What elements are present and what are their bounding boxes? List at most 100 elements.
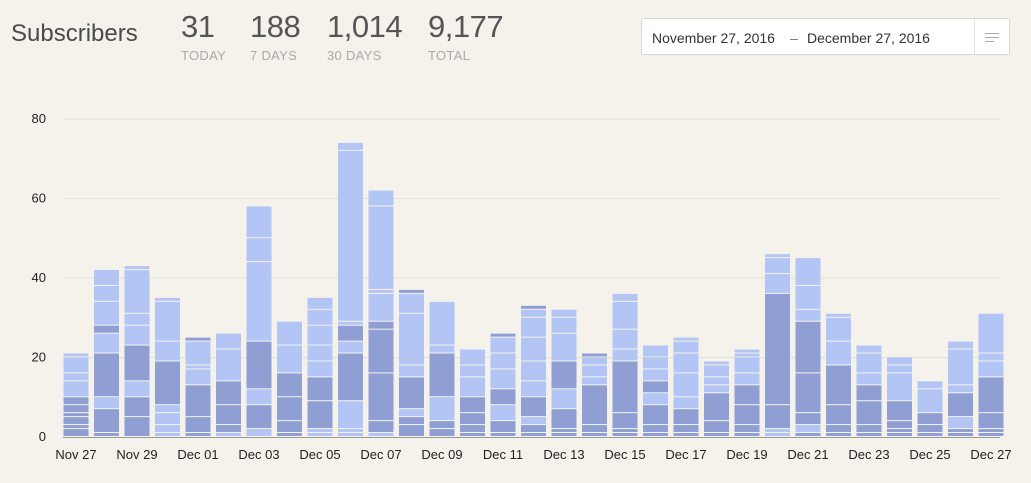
bar-segment[interactable] [338,142,363,150]
bar-segment[interactable] [246,238,272,262]
bar-segment[interactable] [216,333,241,349]
bar-segment[interactable] [826,317,851,341]
bar-segment[interactable] [490,389,516,405]
bar-segment[interactable] [887,365,912,373]
bar-segment[interactable] [307,429,333,433]
bar-segment[interactable] [368,206,394,289]
bar-segment[interactable] [673,425,699,433]
bar-segment[interactable] [978,413,1004,429]
bar-segment[interactable] [368,329,394,373]
bar-segment[interactable] [94,285,119,301]
bar-segment[interactable] [216,349,241,381]
bar-segment[interactable] [338,429,363,433]
bar-segment[interactable] [490,333,516,337]
bar-segment[interactable] [63,373,89,381]
bar-segment[interactable] [460,433,485,436]
bar-segment[interactable] [63,425,89,429]
bar-segment[interactable] [643,381,668,393]
bar-segment[interactable] [643,369,668,381]
bar-segment[interactable] [917,389,943,413]
bar-segment[interactable] [521,417,546,425]
bar-segment[interactable] [887,401,912,421]
bar-segment[interactable] [277,433,302,436]
bar-segment[interactable] [948,417,973,429]
bar-segment[interactable] [307,345,333,361]
bar-segment[interactable] [63,357,89,373]
bar-segment[interactable] [856,385,882,401]
bar-segment[interactable] [643,433,668,436]
bar-segment[interactable] [124,381,150,397]
date-range-end[interactable]: December 27, 2016 [807,30,930,46]
bar-segment[interactable] [368,373,394,421]
bar-segment[interactable] [826,365,851,405]
bar-segment[interactable] [307,297,333,309]
bar-segment[interactable] [94,409,119,433]
bar-segment[interactable] [307,433,333,436]
bar-segment[interactable] [765,429,790,433]
bar-segment[interactable] [673,341,699,353]
bar-segment[interactable] [307,325,333,345]
bar-segment[interactable] [216,425,241,433]
bar-segment[interactable] [368,289,394,293]
bar-segment[interactable] [917,413,943,425]
bar-segment[interactable] [765,433,790,436]
bar-segment[interactable] [368,321,394,329]
bar-segment[interactable] [582,357,607,365]
bar-segment[interactable] [673,337,699,341]
bar-segment[interactable] [856,433,882,436]
bar-segment[interactable] [551,309,577,317]
bar-segment[interactable] [795,309,821,321]
bar-segment[interactable] [94,353,119,397]
bar-segment[interactable] [185,337,211,341]
bar-segment[interactable] [155,405,180,413]
bar-segment[interactable] [521,361,546,381]
bar-segment[interactable] [551,429,577,433]
bar-segment[interactable] [307,401,333,429]
bar-segment[interactable] [94,325,119,333]
bar-segment[interactable] [124,313,150,325]
bar-segment[interactable] [429,429,455,436]
bar-segment[interactable] [399,289,424,293]
bar-segment[interactable] [429,353,455,397]
bar-segment[interactable] [429,301,455,345]
bar-segment[interactable] [521,397,546,417]
bar-segment[interactable] [704,393,729,421]
bar-segment[interactable] [734,373,760,385]
bar-segment[interactable] [612,429,638,433]
bar-segment[interactable] [582,425,607,433]
bar-segment[interactable] [856,425,882,433]
bar-segment[interactable] [185,365,211,369]
bar-segment[interactable] [399,313,424,365]
bar-segment[interactable] [185,341,211,365]
bar-segment[interactable] [582,385,607,425]
bar-segment[interactable] [63,397,89,405]
bar-segment[interactable] [338,321,363,325]
bar-segment[interactable] [63,413,89,417]
bar-segment[interactable] [155,301,180,341]
bar-segment[interactable] [795,425,821,433]
bar-segment[interactable] [856,353,882,373]
bar-segment[interactable] [246,389,272,405]
bar-segment[interactable] [307,309,333,325]
bar-segment[interactable] [63,417,89,425]
bar-segment[interactable] [795,321,821,373]
bar-segment[interactable] [826,425,851,433]
bar-segment[interactable] [521,425,546,433]
bar-segment[interactable] [887,421,912,429]
bar-segment[interactable] [368,433,394,436]
bar-segment[interactable] [978,353,1004,361]
bar-segment[interactable] [94,270,119,285]
bar-segment[interactable] [155,297,180,301]
bar-segment[interactable] [185,385,211,417]
bar-segment[interactable] [124,417,150,436]
bar-segment[interactable] [917,425,943,433]
bar-segment[interactable] [734,425,760,433]
bar-segment[interactable] [521,433,546,436]
bar-segment[interactable] [490,353,516,369]
bar-segment[interactable] [521,317,546,337]
bar-segment[interactable] [490,433,516,436]
bar-segment[interactable] [948,385,973,393]
bar-segment[interactable] [643,357,668,369]
bar-segment[interactable] [704,365,729,377]
bar-segment[interactable] [917,433,943,436]
